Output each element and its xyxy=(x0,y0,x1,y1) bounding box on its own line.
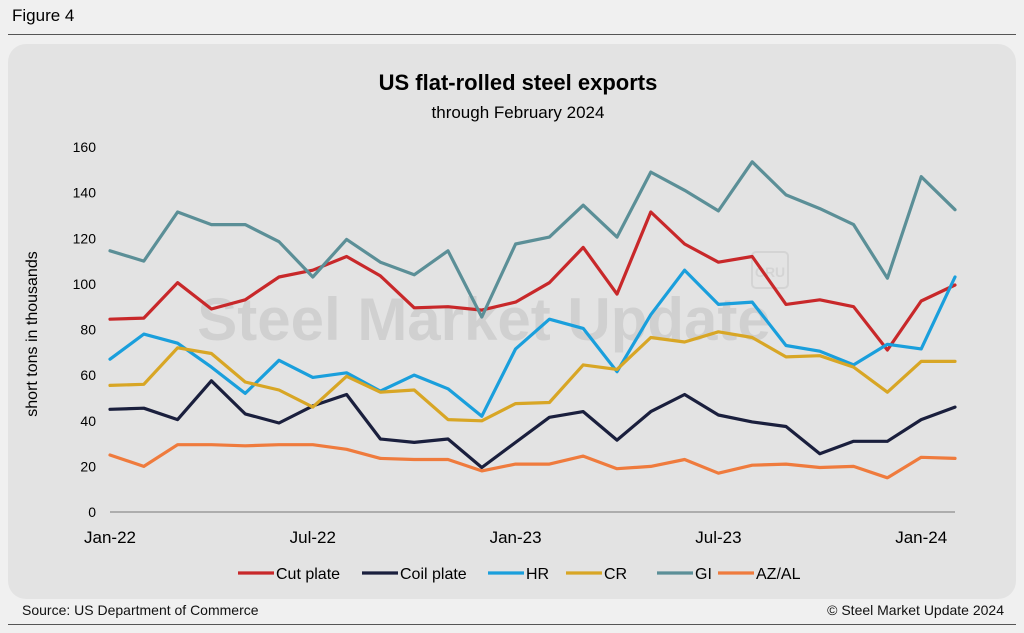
x-tick-label: Jul-23 xyxy=(695,528,741,547)
chart-title: US flat-rolled steel exports xyxy=(379,70,658,95)
y-tick-label: 80 xyxy=(80,322,96,338)
watermark-badge xyxy=(751,251,789,289)
legend-label-hr: HR xyxy=(526,566,549,583)
figure-label: Figure 4 xyxy=(12,6,75,25)
y-tick-label: 100 xyxy=(73,276,97,292)
series-line-cut-plate xyxy=(108,210,957,352)
legend-label-az-al: AZ/AL xyxy=(756,566,801,583)
series-line-hr xyxy=(108,268,957,418)
line-chart: Steel Market Update CRU US flat-rolled s… xyxy=(24,70,957,583)
copyright-note: © Steel Market Update 2024 xyxy=(827,602,1004,618)
legend-label-coil-plate: Coil plate xyxy=(400,566,467,583)
x-tick-label: Jan-24 xyxy=(895,528,947,547)
y-tick-label: 160 xyxy=(73,139,97,155)
top-divider xyxy=(8,34,1016,35)
watermark-badge-text: CRU xyxy=(755,264,785,280)
y-tick-label: 60 xyxy=(80,367,96,383)
source-note: Source: US Department of Commerce xyxy=(22,602,259,618)
series-line-gi xyxy=(108,160,957,319)
y-tick-label: 120 xyxy=(73,230,97,246)
x-tick-label: Jan-23 xyxy=(490,528,542,547)
legend-label-gi: GI xyxy=(695,566,712,583)
y-tick-label: 0 xyxy=(88,504,96,520)
legend-label-cr: CR xyxy=(604,566,627,583)
y-tick-label: 40 xyxy=(80,413,96,429)
chart-subtitle: through February 2024 xyxy=(432,103,605,122)
series-line-coil-plate xyxy=(108,379,957,470)
chart-panel xyxy=(8,44,1016,599)
x-tick-label: Jan-22 xyxy=(84,528,136,547)
series-line-cr xyxy=(108,330,957,423)
y-axis-label: short tons in thousands xyxy=(24,251,41,416)
x-tick-label: Jul-22 xyxy=(290,528,336,547)
series-line-az-al xyxy=(108,443,957,480)
legend-label-cut-plate: Cut plate xyxy=(276,566,340,583)
y-tick-label: 140 xyxy=(73,185,97,201)
y-tick-label: 20 xyxy=(80,458,96,474)
bottom-divider xyxy=(8,624,1016,625)
